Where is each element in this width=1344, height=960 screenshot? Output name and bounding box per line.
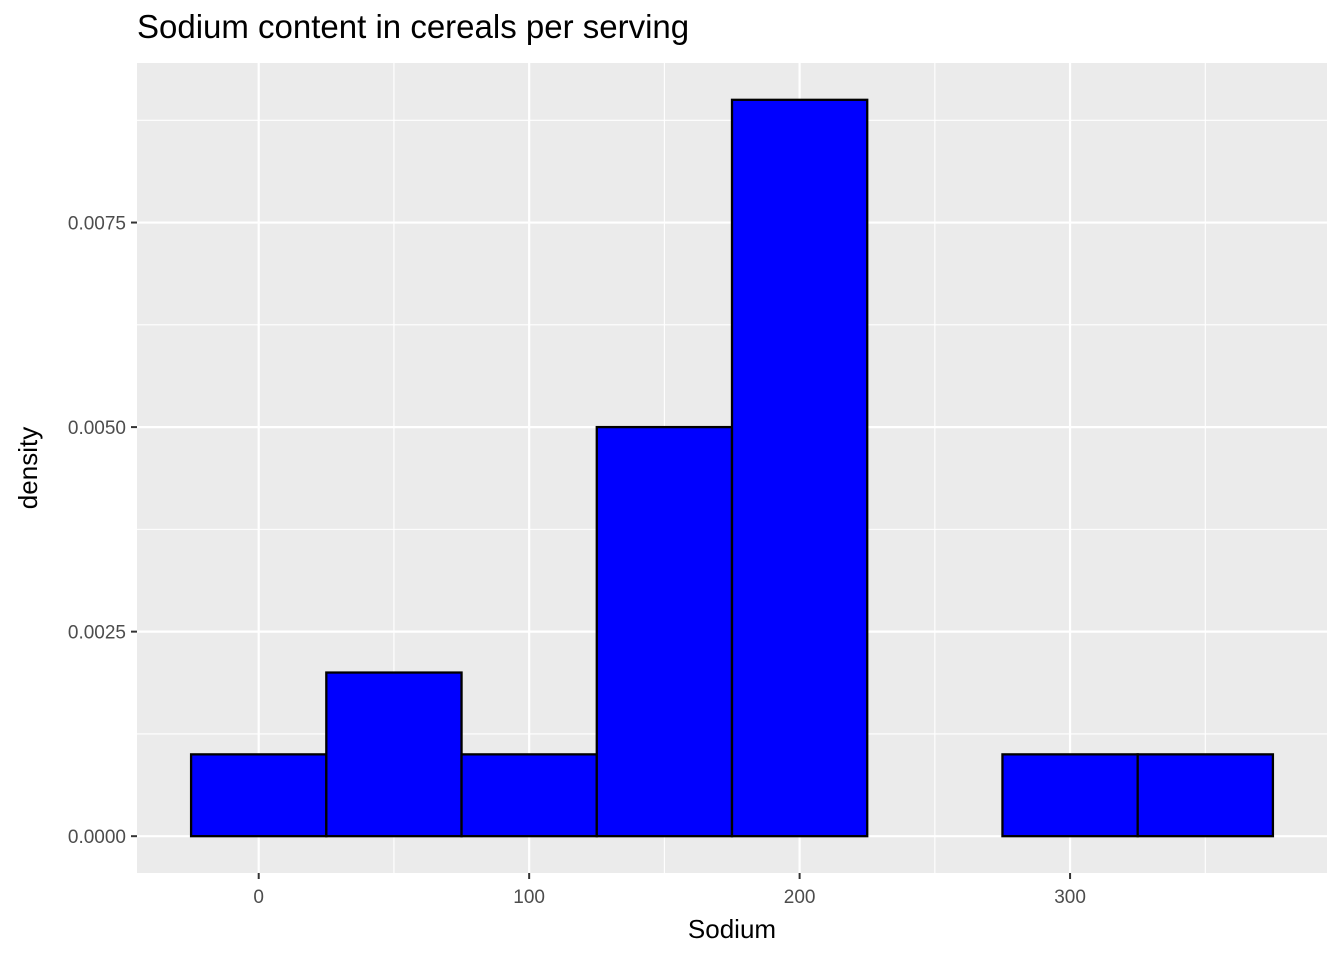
y-tick-label: 0.0025	[68, 623, 126, 644]
x-tick-label: 300	[1054, 887, 1086, 908]
chart-title: Sodium content in cereals per serving	[137, 8, 690, 45]
y-axis: 0.0000 0.0025 0.0050 0.0075	[68, 214, 137, 848]
histogram-bar	[595, 425, 734, 838]
histogram-bar	[325, 671, 463, 838]
histogram-bars	[189, 98, 1275, 838]
histogram-bar	[1136, 753, 1275, 838]
histogram-bar	[1001, 753, 1139, 838]
x-axis: 0 100 200 300	[253, 873, 1086, 908]
x-tick-label: 0	[253, 887, 264, 908]
x-axis-title: Sodium	[688, 914, 776, 944]
y-axis-title: density	[13, 427, 43, 509]
y-tick-label: 0.0075	[68, 214, 126, 235]
y-tick-label: 0.0050	[68, 418, 126, 439]
histogram-bar	[460, 753, 598, 838]
histogram-bar	[189, 753, 328, 838]
x-tick-label: 200	[784, 887, 816, 908]
y-tick-label: 0.0000	[68, 827, 126, 848]
x-tick-label: 100	[513, 887, 545, 908]
histogram-bar	[730, 98, 869, 838]
